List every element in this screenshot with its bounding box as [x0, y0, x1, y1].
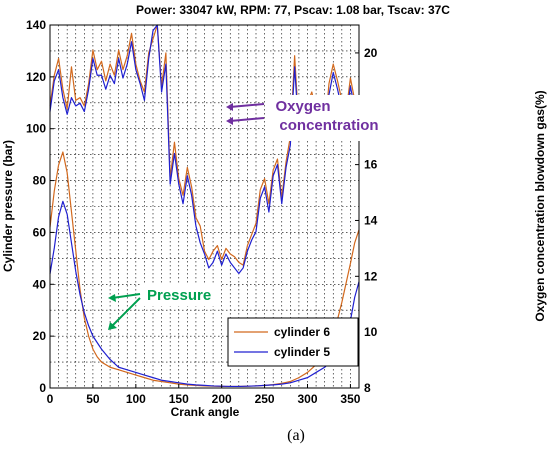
x-tick-label: 350: [340, 392, 360, 406]
oxygen-arrowhead-1: [226, 103, 233, 111]
x-tick-label: 250: [255, 392, 275, 406]
x-tick-label: 200: [212, 392, 232, 406]
oxygen-annotation-line-2: concentration: [279, 117, 378, 134]
oxygen-arrow-1: [229, 103, 265, 108]
legend: cylinder 6 cylinder 5: [227, 317, 359, 367]
y-tick-label: 0: [39, 381, 46, 395]
series-line-cylinder-6: [49, 151, 360, 388]
y-tick-label: 60: [33, 225, 47, 239]
grid: [50, 25, 359, 388]
oxygen-annotation: Oxygen concentration: [226, 95, 380, 141]
figure-caption: (a): [287, 427, 305, 444]
x-tick-label: 100: [126, 392, 146, 406]
y2-tick-label: 8: [364, 381, 371, 395]
pressure-annotation: Pressure: [108, 284, 220, 330]
x-tick-label: 300: [297, 392, 317, 406]
y2-tick-label: 10: [364, 325, 378, 339]
pressure-arrowhead-1: [108, 294, 116, 302]
x-tick-label: 50: [86, 392, 100, 406]
pressure-annotation-box: [140, 284, 220, 306]
y-tick-label: 100: [26, 122, 46, 136]
y2-tick-label: 12: [364, 269, 378, 283]
oxygen-annotation-line-1: Oxygen: [275, 98, 330, 115]
chart-title: Power: 33047 kW, RPM: 77, Pscav: 1.08 ba…: [136, 3, 450, 17]
x-axis-ticks: 0 50 100 150 200 250 300 350: [47, 384, 361, 406]
plot-frame: [49, 24, 360, 389]
y-tick-label: 120: [26, 70, 46, 84]
y2-tick-label: 20: [364, 46, 378, 60]
oxygen-arrowhead-2: [226, 117, 233, 125]
x-tick-label: 0: [47, 392, 54, 406]
y2-axis-label: Oxygen concentration blowdown gas(%): [533, 90, 547, 321]
x-tick-label: 150: [169, 392, 189, 406]
oxygen-arrow-2: [229, 117, 265, 122]
y-axis-ticks: 0 20 40 60 80 100 120 140: [26, 18, 54, 395]
series-line-cylinder-5: [49, 200, 360, 388]
legend-box: [227, 317, 359, 367]
y-tick-label: 40: [33, 277, 47, 291]
y-tick-label: 140: [26, 18, 46, 32]
y-tick-label: 80: [33, 174, 47, 188]
legend-label-cylinder-5: cylinder 5: [274, 345, 330, 359]
pressure-arrow-1: [111, 293, 141, 299]
oxygen-annotation-box: [265, 95, 380, 141]
y-axis-label: Cylinder pressure (bar): [1, 140, 15, 272]
y-tick-label: 20: [33, 329, 47, 343]
x-axis-label: Crank angle: [171, 405, 240, 419]
legend-label-cylinder-6: cylinder 6: [274, 325, 330, 339]
y2-tick-label: 16: [364, 158, 378, 172]
y2-tick-label: 14: [364, 213, 378, 227]
pressure-arrowhead-2: [108, 322, 117, 330]
pressure-annotation-label: Pressure: [147, 287, 211, 304]
pressure-arrow-2: [111, 297, 141, 327]
